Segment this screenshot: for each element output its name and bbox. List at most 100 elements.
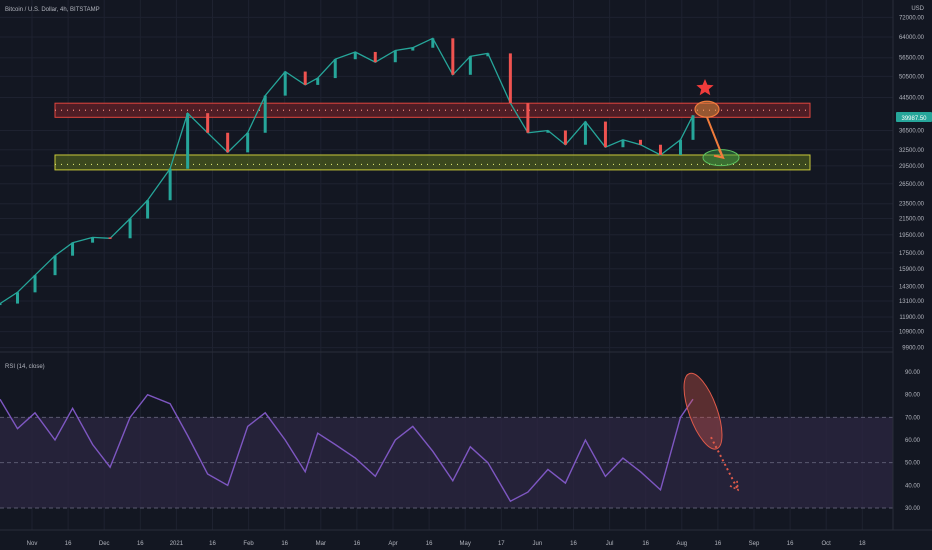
price-tick-label: 56500.00 bbox=[899, 56, 925, 62]
price-candle[interactable] bbox=[678, 139, 682, 155]
price-candle[interactable] bbox=[146, 200, 150, 219]
price-candle[interactable] bbox=[71, 242, 75, 256]
price-series[interactable] bbox=[0, 37, 695, 306]
price-tick-label: 44500.00 bbox=[899, 95, 925, 101]
rsi-tick-label: 80.00 bbox=[905, 393, 921, 399]
symbol-title[interactable]: Bitcoin / U.S. Dollar, 4h, BITSTAMP bbox=[5, 7, 100, 13]
price-candle[interactable] bbox=[508, 53, 512, 104]
rsi-overbought-ellipse bbox=[683, 372, 723, 450]
price-candle[interactable] bbox=[468, 56, 472, 75]
rsi-line[interactable] bbox=[0, 393, 694, 503]
price-tick-label: 36500.00 bbox=[899, 128, 925, 134]
price-tick-label: 15900.00 bbox=[899, 267, 925, 273]
price-candle[interactable] bbox=[563, 130, 567, 145]
price-candle[interactable] bbox=[546, 130, 550, 133]
price-tick-label: 10900.00 bbox=[899, 330, 925, 336]
price-candle[interactable] bbox=[246, 132, 250, 153]
zones bbox=[54, 102, 811, 171]
price-tick-label: 72000.00 bbox=[899, 15, 925, 21]
price-candle[interactable] bbox=[373, 51, 377, 63]
price-candle[interactable] bbox=[53, 255, 57, 276]
price-candle[interactable] bbox=[451, 38, 455, 75]
time-tick-label: Dec bbox=[99, 541, 110, 547]
price-tick-label: 19500.00 bbox=[899, 233, 925, 239]
top-highlight-ellipse bbox=[694, 100, 720, 118]
price-candle[interactable] bbox=[583, 121, 587, 145]
price-candle[interactable] bbox=[303, 71, 307, 85]
price-line[interactable] bbox=[0, 37, 694, 305]
time-tick-label: May bbox=[460, 541, 471, 547]
time-tick-label: 16 bbox=[715, 541, 722, 547]
price-tick-label: 23500.00 bbox=[899, 202, 925, 208]
price-candle[interactable] bbox=[0, 303, 2, 306]
time-tick-label: 18 bbox=[859, 541, 866, 547]
price-candle[interactable] bbox=[603, 121, 607, 148]
price-candle[interactable] bbox=[638, 139, 642, 145]
price-tick-label: 21500.00 bbox=[899, 217, 925, 223]
time-tick-label: Oct bbox=[822, 541, 832, 547]
price-candle[interactable] bbox=[186, 113, 190, 169]
price-tick-label: 64000.00 bbox=[899, 35, 925, 41]
price-candle[interactable] bbox=[411, 47, 415, 51]
support-zone[interactable] bbox=[54, 154, 811, 171]
last-price-badge bbox=[896, 112, 932, 122]
price-tick-label: 9900.00 bbox=[902, 346, 924, 352]
rsi-panel[interactable] bbox=[0, 369, 893, 509]
time-tick-label: Apr bbox=[388, 541, 397, 547]
price-candle[interactable] bbox=[621, 139, 625, 148]
price-candle[interactable] bbox=[168, 168, 172, 201]
time-tick-label: 16 bbox=[426, 541, 433, 547]
price-candle[interactable] bbox=[33, 275, 37, 293]
time-tick-label: 16 bbox=[642, 541, 649, 547]
last-price-label: 39987.50 bbox=[901, 116, 927, 122]
price-tick-label: 14300.00 bbox=[899, 284, 925, 290]
price-candle[interactable] bbox=[393, 50, 397, 63]
price-tick-label: 13100.00 bbox=[899, 299, 925, 305]
star-marker bbox=[696, 79, 714, 96]
time-tick-label: Jun bbox=[533, 541, 543, 547]
rsi-axis-ticks[interactable]: 90.00 80.00 70.00 60.00 50.00 40.00 30.00 bbox=[905, 370, 921, 512]
price-candle[interactable] bbox=[486, 53, 490, 57]
time-axis-ticks[interactable]: Nov 16 Dec 16 2021 16 Feb 16 Mar 16 Apr 16 May 17 Jun 1… bbox=[27, 541, 867, 547]
time-tick-label: 16 bbox=[570, 541, 577, 547]
rsi-tick-label: 50.00 bbox=[905, 461, 921, 467]
price-candle[interactable] bbox=[431, 38, 435, 48]
rsi-title[interactable]: RSI (14, close) bbox=[5, 364, 45, 370]
time-tick-label: 16 bbox=[137, 541, 144, 547]
rsi-tick-label: 70.00 bbox=[905, 415, 921, 421]
price-candle[interactable] bbox=[206, 113, 210, 133]
price-candle[interactable] bbox=[91, 237, 95, 243]
price-candle[interactable] bbox=[263, 95, 267, 133]
time-tick-label: Jul bbox=[606, 541, 614, 547]
time-tick-label: 16 bbox=[787, 541, 794, 547]
price-candle[interactable] bbox=[226, 132, 230, 153]
price-axis-ticks[interactable]: 72000.00 64000.00 56500.00 50500.00 44500.00… bbox=[899, 15, 925, 351]
time-tick-label: 16 bbox=[65, 541, 72, 547]
price-candle[interactable] bbox=[283, 71, 287, 96]
time-tick-label: 16 bbox=[209, 541, 216, 547]
price-tick-label: 26500.00 bbox=[899, 182, 925, 188]
price-candle[interactable] bbox=[128, 218, 132, 239]
time-tick-label: 2021 bbox=[170, 541, 184, 547]
time-tick-label: Feb bbox=[243, 541, 254, 547]
rsi-tick-label: 60.00 bbox=[905, 438, 921, 444]
price-candle[interactable] bbox=[526, 103, 530, 133]
time-tick-label: Nov bbox=[27, 541, 38, 547]
price-candle[interactable] bbox=[316, 78, 320, 85]
time-tick-label: Mar bbox=[316, 541, 326, 547]
price-candle[interactable] bbox=[353, 51, 357, 60]
rsi-tick-label: 30.00 bbox=[905, 506, 921, 512]
price-tick-label: 11900.00 bbox=[899, 315, 924, 321]
price-candle[interactable] bbox=[108, 237, 112, 239]
price-candle[interactable] bbox=[691, 115, 695, 140]
rsi-tick-label: 40.00 bbox=[905, 483, 921, 489]
price-candle[interactable] bbox=[333, 59, 337, 79]
price-tick-label: 50500.00 bbox=[899, 74, 925, 80]
price-tick-label: 32500.00 bbox=[899, 148, 925, 154]
price-candle[interactable] bbox=[16, 292, 20, 304]
price-candle[interactable] bbox=[658, 144, 662, 155]
time-tick-label: 16 bbox=[354, 541, 361, 547]
time-tick-label: Aug bbox=[676, 541, 687, 547]
annotations bbox=[694, 79, 740, 167]
